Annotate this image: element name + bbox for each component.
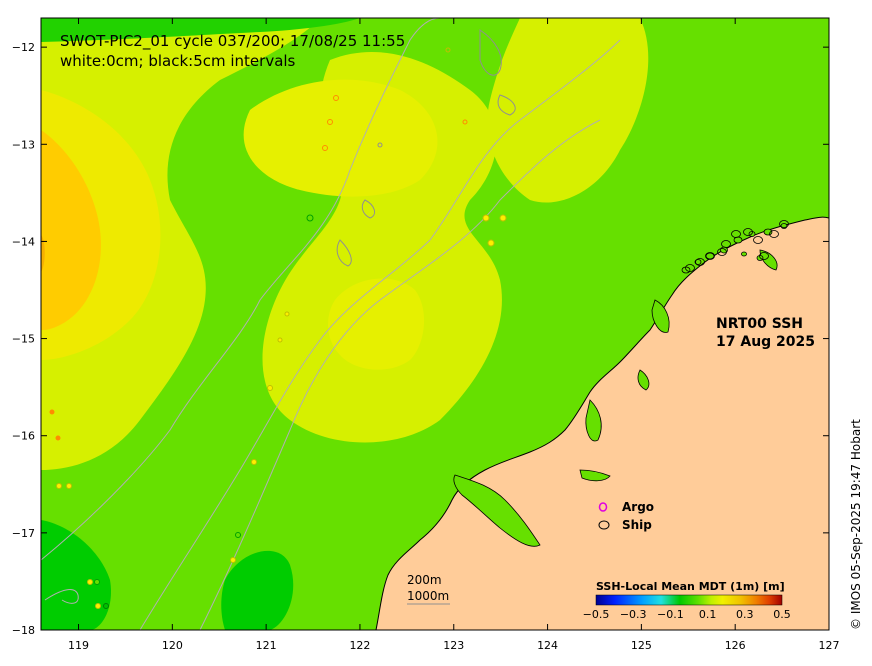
x-tick-label: 126 [725, 639, 746, 652]
ssh-higher-region-mid [328, 278, 425, 370]
x-tick-label: 127 [819, 639, 840, 652]
colorbar-tick-label: −0.3 [620, 608, 647, 621]
isobath-1000m-label: 1000m [407, 589, 449, 603]
float-markers [49, 47, 507, 609]
colorbar-tick-label: −0.1 [657, 608, 684, 621]
x-tick-label: 122 [349, 639, 370, 652]
plot-border [40, 17, 830, 631]
ship-legend-icon [598, 520, 610, 530]
argo-legend-label: Argo [622, 500, 654, 514]
colorbar-tick-label: 0.1 [699, 608, 717, 621]
ssh-higher-region-ne [243, 79, 438, 197]
ssh-peak-west [41, 235, 45, 272]
x-tick-label: 123 [443, 639, 464, 652]
ship-legend-label: Ship [622, 518, 652, 532]
isobath-200m-label: 200m [407, 573, 442, 587]
swot-title: SWOT-PIC2_01 cycle 037/200; 17/08/25 11:… [60, 32, 405, 51]
argo-legend-icon [598, 502, 608, 512]
map-plot-area [41, 18, 829, 630]
colorbar-tick-label: 0.5 [773, 608, 791, 621]
reef-outlines [336, 29, 516, 267]
x-tick-label: 124 [537, 639, 558, 652]
x-tick-label: 121 [256, 639, 277, 652]
x-tick-label: 120 [162, 639, 183, 652]
land-australia [375, 216, 829, 630]
product-name: NRT00 SSH [716, 316, 803, 332]
ship-markers [685, 220, 789, 272]
y-tick-label: −15 [12, 333, 35, 346]
y-tick-label: −13 [12, 138, 35, 151]
y-tick-label: −17 [12, 527, 35, 540]
isobath-lines [41, 18, 621, 630]
y-tick-label: −14 [12, 235, 35, 248]
x-tick-label: 119 [68, 639, 89, 652]
ssh-max-region-west [41, 130, 101, 330]
product-date: 17 Aug 2025 [716, 334, 815, 350]
y-tick-label: −18 [12, 624, 35, 637]
coastal-bays [453, 249, 778, 547]
y-tick-label: −16 [12, 430, 35, 443]
colorbar-ramp [595, 594, 783, 606]
colorbar: SSH-Local Mean MDT (1m) [m] −0.5 −0.3 −0.1… [583, 580, 791, 621]
ssh-high-region-north [487, 18, 649, 203]
x-axis: 119 120 121 122 123 124 125 126 127 [68, 18, 840, 652]
colorbar-tick-label: −0.5 [583, 608, 610, 621]
y-axis: −12 −13 −14 −15 −16 −17 −18 [12, 41, 829, 637]
marker-legend: Argo Ship [598, 500, 654, 532]
colorbar-tick-label: 0.3 [736, 608, 754, 621]
ssh-low-region-sw [41, 520, 111, 630]
ssh-low-region-north [41, 18, 360, 42]
ssh-high-region-center [262, 51, 502, 443]
contour-description: white:0cm; black:5cm intervals [60, 52, 296, 70]
isobath-scale: 200m 1000m [407, 573, 450, 605]
imos-credit: © IMOS 05-Sep-2025 19:47 Hobart [849, 419, 863, 630]
x-tick-label: 125 [631, 639, 652, 652]
colorbar-title: SSH-Local Mean MDT (1m) [m] [596, 580, 785, 593]
ssh-low-region-south [221, 550, 294, 630]
y-tick-label: −12 [12, 41, 35, 54]
